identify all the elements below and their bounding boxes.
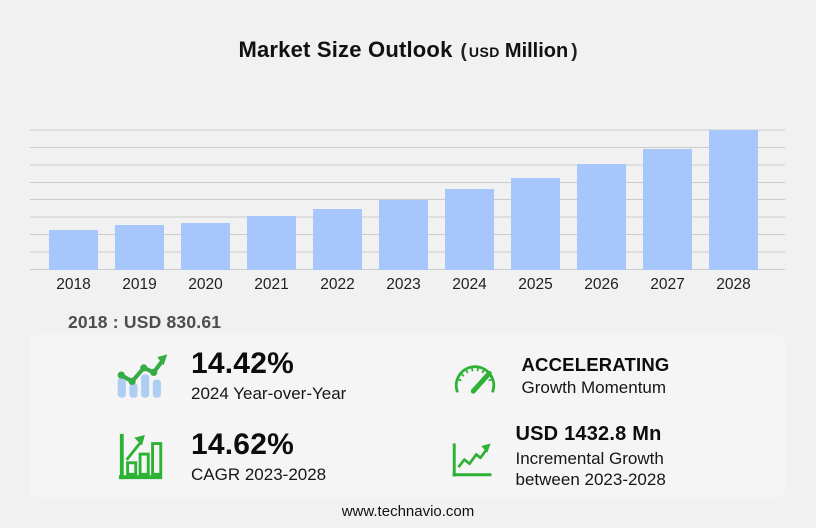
x-tick-2024: 2024 <box>452 276 487 293</box>
stat-cagr: 14.62% CAGR 2023-2028 <box>30 416 408 497</box>
baseline-2018-value: 2018 : USD 830.61 <box>68 312 222 332</box>
bar-2026 <box>577 164 626 270</box>
stat-incremental-label-line2: between 2023-2028 <box>515 470 666 489</box>
x-tick-2019: 2019 <box>122 276 157 293</box>
bar-growth-icon <box>115 432 169 482</box>
x-tick-2025: 2025 <box>518 276 553 293</box>
x-tick-2018: 2018 <box>56 276 91 293</box>
x-tick-2026: 2026 <box>584 276 619 293</box>
x-tick-2028: 2028 <box>716 276 751 293</box>
line-growth-icon <box>450 433 494 481</box>
bar-2024 <box>445 189 494 270</box>
title-paren-close: ) <box>571 41 578 62</box>
title-unit: Million <box>504 40 569 62</box>
bar-2027 <box>643 149 692 270</box>
stat-momentum-label: Growth Momentum <box>521 377 667 397</box>
bar-trend-icon <box>115 351 169 401</box>
stats-panel: 14.42% 2024 Year-over-Year <box>30 335 785 497</box>
stat-cagr-value: 14.62% <box>191 427 294 461</box>
footer-url: www.technavio.com <box>341 503 475 520</box>
x-tick-2022: 2022 <box>320 276 355 293</box>
bar-2021 <box>247 216 296 270</box>
stat-cagr-label: CAGR 2023-2028 <box>191 465 327 485</box>
stat-yoy-value: 14.42% <box>191 346 294 380</box>
bar-2019 <box>115 225 164 270</box>
x-tick-2021: 2021 <box>254 276 289 293</box>
bar-2022 <box>313 209 362 270</box>
bar-2018 <box>49 230 98 270</box>
bar-2023 <box>379 200 428 270</box>
stat-incremental-value: USD 1432.8 Mn <box>515 423 662 446</box>
bars <box>49 113 758 270</box>
x-tick-2023: 2023 <box>386 276 421 293</box>
stat-incremental-label-line1: Incremental Growth <box>515 449 664 469</box>
title-currency: USD <box>468 44 500 60</box>
bar-2028 <box>709 130 758 270</box>
title-main-text: Market Size Outlook <box>238 37 453 62</box>
stat-momentum: ACCELERATING Growth Momentum <box>408 335 786 416</box>
bar-2020 <box>181 223 230 270</box>
page-title: Market Size Outlook (USD Million) <box>0 37 816 63</box>
stat-momentum-value: ACCELERATING <box>521 353 670 375</box>
x-tick-2027: 2027 <box>650 276 685 293</box>
bar-2025 <box>511 178 560 270</box>
speedometer-icon <box>450 353 500 399</box>
bar-chart-plot-area <box>30 113 785 270</box>
stat-incremental: USD 1432.8 Mn Incremental Growth between… <box>408 416 786 497</box>
stat-yoy-label: 2024 Year-over-Year <box>191 384 347 404</box>
stat-yoy: 14.42% 2024 Year-over-Year <box>30 335 408 416</box>
title-paren-open: ( <box>460 41 467 62</box>
x-axis-labels: 2018 2019 2020 2021 2022 2023 2024 2025 2026 2027… <box>49 276 758 294</box>
x-tick-2020: 2020 <box>188 276 223 293</box>
